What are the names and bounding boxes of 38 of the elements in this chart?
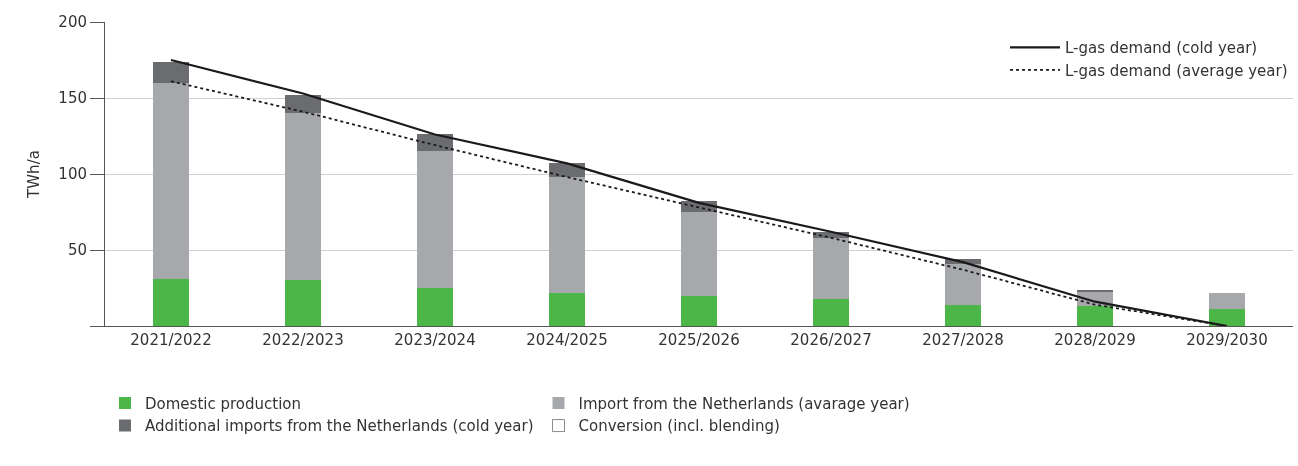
bar — [152, 61, 190, 83]
bar — [416, 288, 454, 326]
legend-label: Additional imports from the Netherlands (cold year) — [145, 417, 534, 436]
bar — [1208, 292, 1246, 310]
bar — [944, 304, 982, 326]
bar — [548, 292, 586, 326]
x-tick-label: 2022/2023 — [262, 331, 344, 349]
bar — [152, 278, 190, 326]
bar — [680, 295, 718, 326]
y-tick-label: 200 — [58, 13, 87, 32]
bar — [812, 237, 850, 299]
y-tick-label: 150 — [58, 89, 87, 108]
x-tick-label: 2028/2029 — [1054, 331, 1136, 349]
bar — [680, 212, 718, 296]
bar — [1208, 309, 1246, 326]
legend-label: Import from the Netherlands (avarage year) — [578, 394, 910, 413]
y-axis-title: TWh/a — [24, 150, 43, 199]
x-tick-label: 2024/2025 — [526, 331, 608, 349]
bar — [812, 298, 850, 326]
bar — [548, 177, 586, 293]
legend-label: L-gas demand (cold year) — [1065, 39, 1258, 58]
y-tick-label: 50 — [67, 241, 87, 260]
legend-label: Conversion (incl. blending) — [578, 417, 780, 436]
x-tick-label: 2027/2028 — [922, 331, 1004, 349]
y-tick-label: 100 — [58, 165, 87, 184]
x-tick-label: 2021/2022 — [130, 331, 212, 349]
legend-label: Domestic production — [145, 394, 301, 413]
x-tick-label: 2026/2027 — [790, 331, 872, 349]
legend-label: L-gas demand (average year) — [1065, 61, 1288, 80]
x-tick-label: 2029/2030 — [1186, 331, 1268, 349]
x-tick-label: 2025/2026 — [658, 331, 740, 349]
bar — [944, 263, 982, 305]
bar — [416, 151, 454, 288]
x-tick-label: 2023/2024 — [394, 331, 476, 349]
bar — [284, 113, 322, 281]
bar — [152, 82, 190, 279]
bar — [284, 280, 322, 326]
bar — [1076, 306, 1114, 326]
